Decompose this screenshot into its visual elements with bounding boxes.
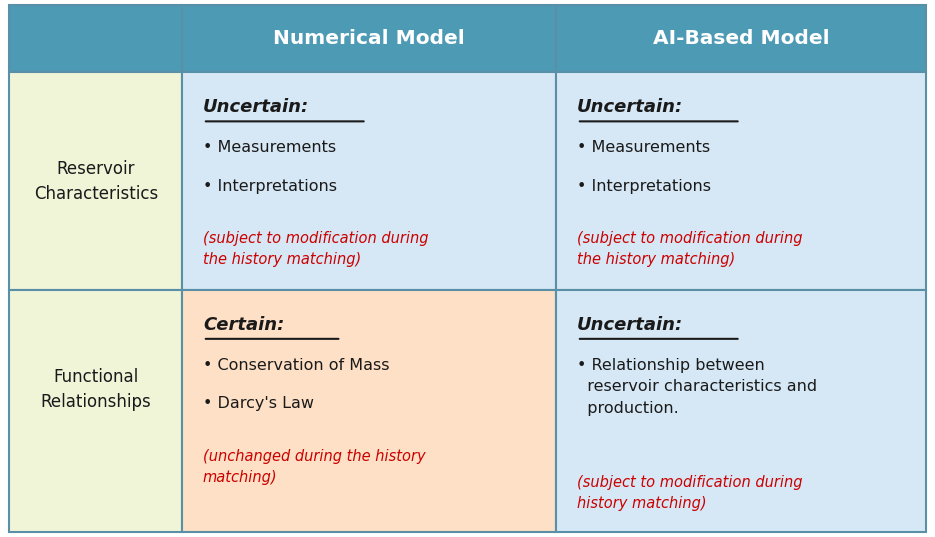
FancyBboxPatch shape	[556, 72, 926, 290]
Text: • Measurements: • Measurements	[577, 140, 710, 155]
Text: • Measurements: • Measurements	[203, 140, 336, 155]
Text: AI-Based Model: AI-Based Model	[653, 30, 829, 48]
Text: Numerical Model: Numerical Model	[273, 30, 466, 48]
Text: • Interpretations: • Interpretations	[203, 179, 337, 194]
Text: • Darcy's Law: • Darcy's Law	[203, 396, 314, 411]
FancyBboxPatch shape	[556, 290, 926, 532]
Text: Uncertain:: Uncertain:	[203, 98, 309, 117]
Text: Reservoir
Characteristics: Reservoir Characteristics	[34, 159, 158, 203]
Text: Functional
Relationships: Functional Relationships	[40, 368, 151, 411]
FancyBboxPatch shape	[182, 290, 556, 532]
FancyBboxPatch shape	[556, 5, 926, 72]
FancyBboxPatch shape	[9, 290, 182, 532]
FancyBboxPatch shape	[9, 72, 182, 290]
FancyBboxPatch shape	[9, 5, 182, 72]
Text: (unchanged during the history
matching): (unchanged during the history matching)	[203, 449, 425, 485]
FancyBboxPatch shape	[182, 5, 556, 72]
Text: • Interpretations: • Interpretations	[577, 179, 711, 194]
Text: • Conservation of Mass: • Conservation of Mass	[203, 358, 389, 373]
FancyBboxPatch shape	[182, 72, 556, 290]
Text: Certain:: Certain:	[203, 316, 284, 334]
Text: (subject to modification during
history matching): (subject to modification during history …	[577, 475, 802, 511]
Text: (subject to modification during
the history matching): (subject to modification during the hist…	[577, 231, 802, 267]
Text: Uncertain:: Uncertain:	[577, 98, 683, 117]
Text: (subject to modification during
the history matching): (subject to modification during the hist…	[203, 231, 428, 267]
Text: • Relationship between
  reservoir characteristics and
  production.: • Relationship between reservoir charact…	[577, 358, 817, 416]
Text: Uncertain:: Uncertain:	[577, 316, 683, 334]
